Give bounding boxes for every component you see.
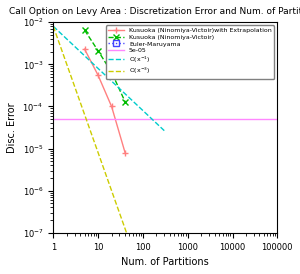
Line: Euler-Maruyama: Euler-Maruyama: [109, 34, 159, 78]
Kusuoka (Ninomiya-Victoir)with Extrapolation: [83, 47, 86, 51]
Kusuoka (Ninomiya-Victoir)with Extrapolation: [110, 105, 113, 108]
Line: Kusuoka (Ninomiya-Victoir)with Extrapolation: Kusuoka (Ninomiya-Victoir)with Extrapola…: [81, 46, 128, 156]
O(x$^{-1}$): [52, 25, 55, 28]
X-axis label: Num. of Partitions: Num. of Partitions: [122, 257, 209, 267]
Euler-Maruyama: [154, 74, 158, 77]
Legend: Kusuoka (Ninomiya-Victoir)with Extrapolation, Kusuoka (Ninomiya-Victoir), Euler-: Kusuoka (Ninomiya-Victoir)with Extrapola…: [106, 25, 274, 79]
Kusuoka (Ninomiya-Victoir): [83, 28, 86, 32]
Kusuoka (Ninomiya-Victoir): [123, 100, 127, 103]
Euler-Maruyama: [123, 48, 127, 52]
Y-axis label: Disc. Error: Disc. Error: [7, 102, 17, 153]
Title: Call Option on Levy Area : Discretization Error and Num. of Partitions: Call Option on Levy Area : Discretizatio…: [9, 7, 300, 16]
Kusuoka (Ninomiya-Victoir)with Extrapolation: [123, 151, 127, 154]
Euler-Maruyama: [141, 65, 145, 68]
Kusuoka (Ninomiya-Victoir)with Extrapolation: [96, 74, 100, 77]
Line: Kusuoka (Ninomiya-Victoir): Kusuoka (Ninomiya-Victoir): [81, 27, 128, 105]
5e-05: [52, 118, 55, 121]
Line: O(x$^{-1}$): O(x$^{-1}$): [53, 26, 164, 131]
Kusuoka (Ninomiya-Victoir): [110, 71, 113, 74]
O(x$^{-1}$): [163, 129, 166, 132]
Euler-Maruyama: [110, 35, 113, 39]
Kusuoka (Ninomiya-Victoir): [96, 49, 100, 52]
